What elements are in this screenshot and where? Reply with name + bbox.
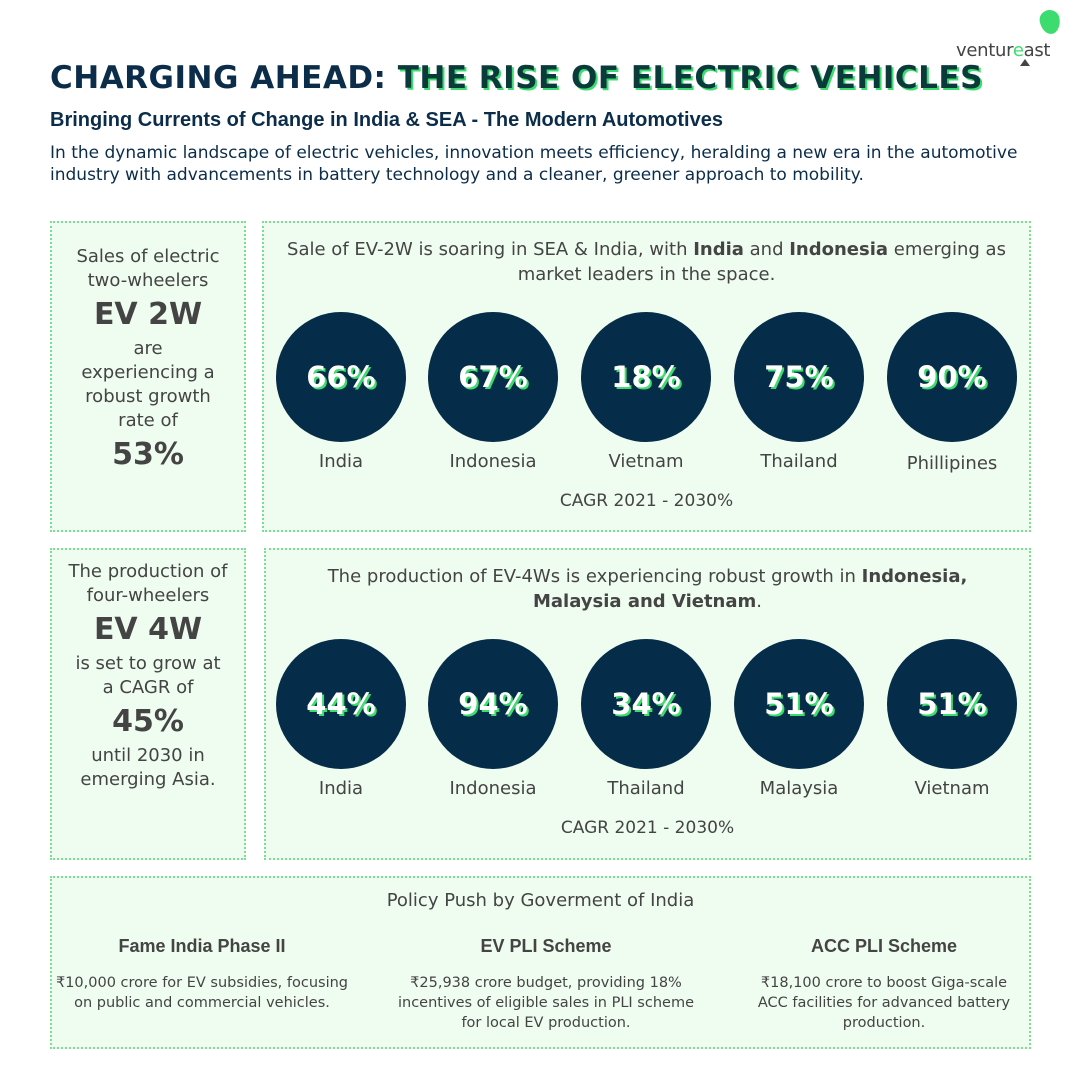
title-part2: THE RISE OF ELECTRIC VEHICLES (397, 60, 983, 96)
ev2w-headline: Sale of EV-2W is soaring in SEA & India,… (287, 239, 1006, 285)
cagr-circle: 34% (581, 639, 711, 769)
country-label: Indonesia (449, 778, 537, 799)
venture-east-logo: ventureast (956, 8, 1066, 66)
cagr-circle: 51% (734, 639, 864, 769)
cagr-circle: 94% (428, 639, 558, 769)
ev4w-line3: until 2030 in emerging Asia. (80, 745, 216, 790)
ev4w-panel: The production of EV-4Ws is experiencing… (264, 548, 1031, 860)
policy-desc: ₹18,100 crore to boost Giga-scale ACC fa… (757, 975, 1011, 1031)
cagr-circle: 66% (276, 312, 406, 442)
policy-desc: ₹25,938 crore budget, providing 18% ince… (397, 975, 694, 1031)
ev2w-line1: Sales of electric two-wheelers (76, 246, 220, 291)
ev2w-summary: Sales of electric two-wheelers EV 2W are… (50, 221, 246, 532)
cagr-circle: 18% (581, 312, 711, 442)
policy-name: Fame India Phase II (118, 936, 286, 956)
country-label: India (318, 778, 364, 799)
subtitle: Bringing Currents of Change in India & S… (50, 109, 723, 131)
policy-name: ACC PLI Scheme (810, 936, 958, 956)
ev4w-line1: The production of four-wheelers (68, 561, 228, 606)
country-label: India (318, 451, 364, 472)
triangle-icon (1020, 59, 1030, 66)
policy-panel: Policy Push by Goverment of India Fame I… (50, 876, 1031, 1049)
country-label: Vietnam (608, 451, 684, 472)
ev4w-summary: The production of four-wheelers EV 4W is… (50, 548, 246, 860)
logo-accent: e (1012, 40, 1024, 61)
country-label: Malaysia (759, 778, 839, 799)
ev4w-caption: CAGR 2021 - 2030% (560, 818, 735, 838)
policy-title: Policy Push by Goverment of India (386, 890, 695, 911)
cagr-circle: 51% (887, 639, 1017, 769)
ev2w-line2: are experiencing a robust growth rate of (81, 338, 215, 431)
cagr-circle: 67% (428, 312, 558, 442)
country-label: Indonesia (449, 451, 537, 472)
leaf-icon (1038, 8, 1062, 36)
cagr-circle: 90% (887, 312, 1017, 442)
policy-name: EV PLI Scheme (480, 936, 612, 956)
title-part1: CHARGING AHEAD: (50, 60, 387, 96)
policy-desc: ₹10,000 crore for EV subsidies, focusing… (55, 975, 349, 1011)
policy-item: Fame India Phase II ₹10,000 crore for EV … (52, 936, 352, 1013)
page-title: CHARGING AHEAD: THE RISE OF ELECTRIC VEH… (50, 60, 983, 96)
ev2w-big: EV 2W (93, 297, 203, 332)
ev2w-value: 53% (112, 437, 184, 472)
country-label: Thailand (607, 778, 685, 799)
cagr-circle: 75% (734, 312, 864, 442)
ev2w-panel: Sale of EV-2W is soaring in SEA & India,… (262, 221, 1031, 532)
country-label: Phillipines (906, 453, 998, 474)
logo-text-end: ast (1023, 40, 1051, 61)
ev4w-value: 45% (112, 704, 184, 739)
cagr-circle: 44% (276, 639, 406, 769)
logo-text: ventur (956, 40, 1013, 61)
ev2w-caption: CAGR 2021 - 2030% (559, 491, 734, 511)
country-label: Thailand (760, 451, 838, 472)
ev4w-line2: is set to grow at a CAGR of (75, 653, 221, 698)
ev4w-big: EV 4W (93, 612, 203, 647)
intro-text: In the dynamic landscape of electric veh… (50, 143, 1018, 185)
policy-item: ACC PLI Scheme ₹18,100 crore to boost Gig… (734, 936, 1034, 1033)
ev4w-headline: The production of EV-4Ws is experiencing… (327, 566, 968, 612)
country-label: Vietnam (914, 778, 990, 799)
policy-item: EV PLI Scheme ₹25,938 crore budget, provi… (391, 936, 701, 1033)
